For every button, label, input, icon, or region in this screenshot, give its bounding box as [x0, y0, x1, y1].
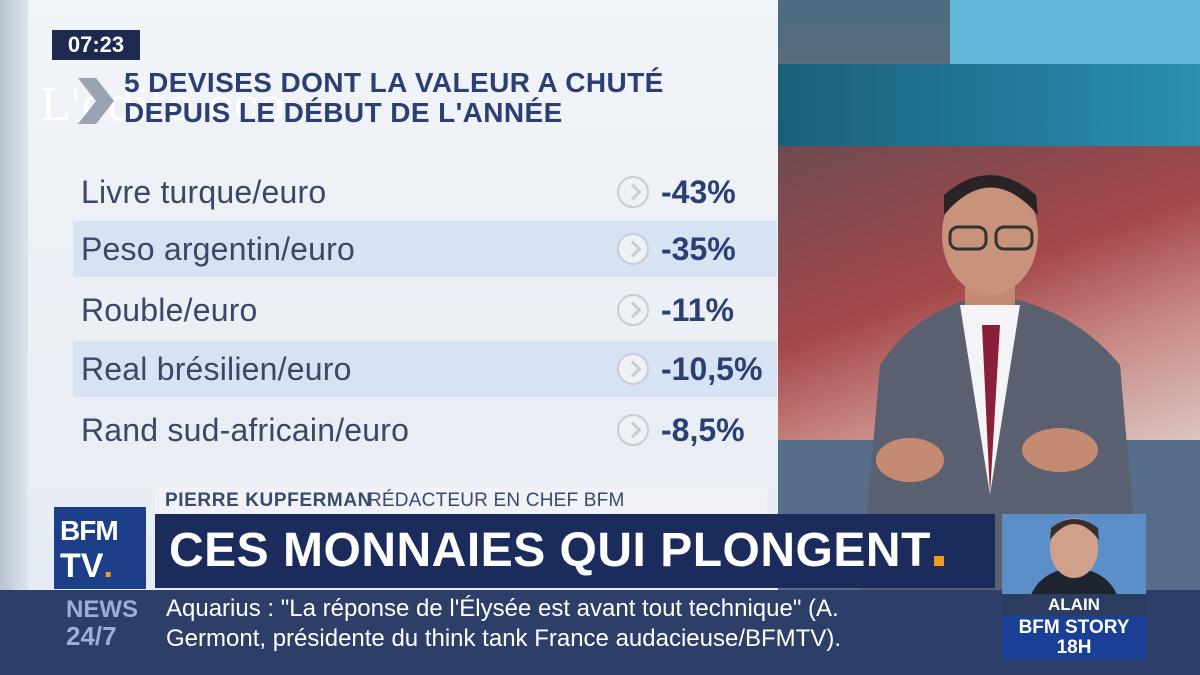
promo-host-portrait	[1029, 518, 1119, 600]
story-title-text: CES MONNAIES QUI PLONGENT	[169, 524, 931, 577]
chevron-circle-icon	[617, 233, 649, 265]
currency-change: -35%	[661, 231, 736, 267]
promo-show-name: BFM STORY	[1018, 617, 1130, 638]
promo-show: BFM STORY 18H	[1002, 616, 1146, 660]
chevron-circle-icon	[617, 353, 649, 385]
accent-dot	[933, 556, 944, 566]
currency-change: -43%	[661, 174, 736, 210]
chevron-circle-icon	[617, 414, 649, 446]
logo-line-2: TV.	[60, 547, 113, 586]
promo-show-time: 18H	[1056, 637, 1092, 658]
headline-line-2: DEPUIS LE DÉBUT DE L'ANNÉE	[124, 97, 563, 128]
currency-label: Livre turque/euro	[81, 174, 327, 210]
speaker-name-strip: PIERRE KUPFERMAN RÉDACTEUR EN CHEF BFM B…	[155, 488, 767, 537]
currency-label: Rand sud-africain/euro	[81, 412, 410, 448]
currency-row: Peso argentin/euro -35%	[73, 221, 777, 277]
currency-label: Rouble/euro	[81, 292, 258, 328]
edito-banner	[778, 64, 1200, 146]
logo-line-1: BFM	[60, 515, 119, 546]
panel-edge	[0, 0, 28, 590]
ticker-brand-line-2: 24/7	[66, 621, 117, 651]
chevron-right-icon	[78, 78, 114, 124]
studio-top-screen	[950, 0, 1200, 64]
headline-line-1: 5 DEVISES DONT LA VALEUR A CHUTÉ	[124, 67, 664, 98]
clock: 07:23	[52, 30, 140, 60]
story-title: CES MONNAIES QUI PLONGENT	[169, 514, 944, 588]
currency-row: Livre turque/euro -43%	[73, 164, 777, 220]
promo-host-name: ALAIN MARSCHALL	[1002, 594, 1146, 636]
ticker-brand: NEWS 24/7	[66, 596, 146, 651]
ticker-line-2: Germont, présidente du think tank France…	[166, 625, 841, 652]
currency-label: Real brésilien/euro	[81, 351, 352, 387]
logo-tv: TV	[60, 547, 104, 585]
chevron-circle-icon	[617, 176, 649, 208]
news-ticker	[0, 590, 1200, 675]
currency-row: Rouble/euro -11%	[73, 282, 777, 338]
ticker-brand-line-1: NEWS	[66, 596, 138, 623]
currency-row: Real brésilien/euro -10,5%	[73, 341, 777, 397]
logo-dot: .	[103, 547, 113, 585]
headline: 5 DEVISES DONT LA VALEUR A CHUTÉ DEPUIS …	[124, 68, 764, 128]
currency-change: -8,5%	[661, 412, 745, 448]
speaker-name: PIERRE KUPFERMAN	[165, 490, 373, 511]
chevron-circle-icon	[617, 294, 649, 326]
currency-row: Rand sud-africain/euro -8,5%	[73, 402, 777, 458]
ticker-text: Aquarius : "La réponse de l'Élysée est a…	[166, 594, 966, 654]
channel-logo: BFM TV.	[52, 505, 148, 591]
ticker-line-1: Aquarius : "La réponse de l'Élysée est a…	[166, 595, 839, 622]
currency-label: Peso argentin/euro	[81, 231, 356, 267]
title-bar: CES MONNAIES QUI PLONGENT	[155, 514, 995, 588]
currency-change: -11%	[661, 292, 734, 328]
currency-change: -10,5%	[661, 351, 763, 387]
